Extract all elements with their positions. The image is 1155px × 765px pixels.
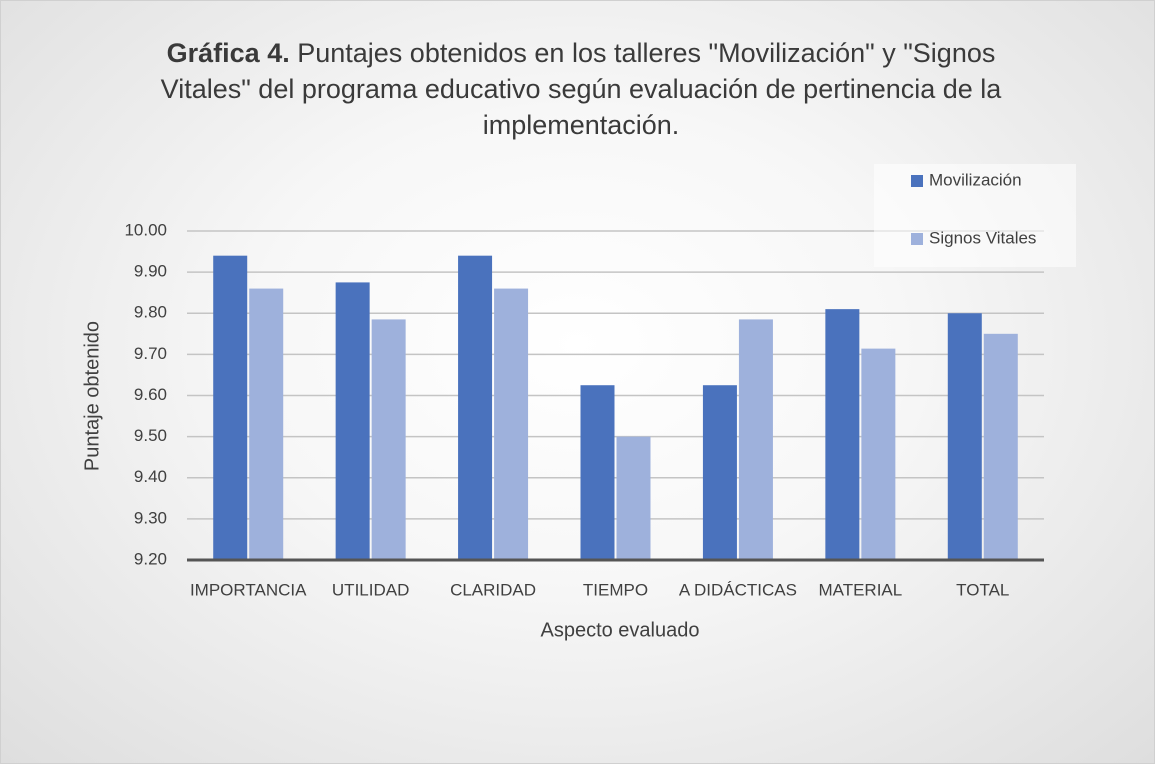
legend-swatch [911, 175, 923, 187]
x-tick-label: CLARIDAD [450, 580, 536, 599]
x-tick-label: A DIDÁCTICAS [679, 580, 797, 599]
y-axis-label: Puntaje obtenido [81, 321, 103, 471]
legend-swatch [911, 233, 923, 245]
y-tick-label: 9.50 [134, 426, 167, 445]
bar [458, 255, 493, 561]
bar [249, 288, 284, 560]
x-tick-label: TIEMPO [583, 580, 648, 599]
legend-label: Signos Vitales [929, 228, 1036, 247]
x-axis-label: Aspecto evaluado [540, 619, 699, 641]
bar [825, 309, 860, 560]
y-tick-label: 9.70 [134, 344, 167, 363]
y-tick-label: 9.90 [134, 262, 167, 281]
x-tick-label: UTILIDAD [332, 580, 409, 599]
bar [616, 436, 651, 560]
x-tick-label: IMPORTANCIA [190, 580, 307, 599]
legend-box [874, 164, 1076, 267]
bar [580, 385, 615, 560]
y-tick-label: 9.80 [134, 303, 167, 322]
bar [371, 319, 406, 560]
title-text: Puntajes obtenidos en los talleres "Movi… [160, 38, 1002, 140]
chart-title: Gráfica 4. Puntajes obtenidos en los tal… [141, 35, 1021, 143]
bar [861, 348, 896, 560]
y-tick-label: 9.30 [134, 508, 167, 527]
x-tick-label: TOTAL [956, 580, 1009, 599]
y-tick-label: 10.00 [124, 220, 167, 239]
x-tick-label: MATERIAL [818, 580, 902, 599]
bar [335, 282, 370, 560]
bar [702, 385, 737, 560]
bar [983, 333, 1018, 560]
bar [213, 255, 248, 561]
bar [494, 288, 529, 560]
bar [738, 319, 773, 560]
y-tick-label: 9.60 [134, 385, 167, 404]
title-prefix: Gráfica 4. [166, 38, 290, 68]
y-tick-label: 9.40 [134, 467, 167, 486]
y-tick-label: 9.20 [134, 549, 167, 568]
bar [947, 313, 982, 560]
legend-label: Movilización [929, 170, 1022, 189]
